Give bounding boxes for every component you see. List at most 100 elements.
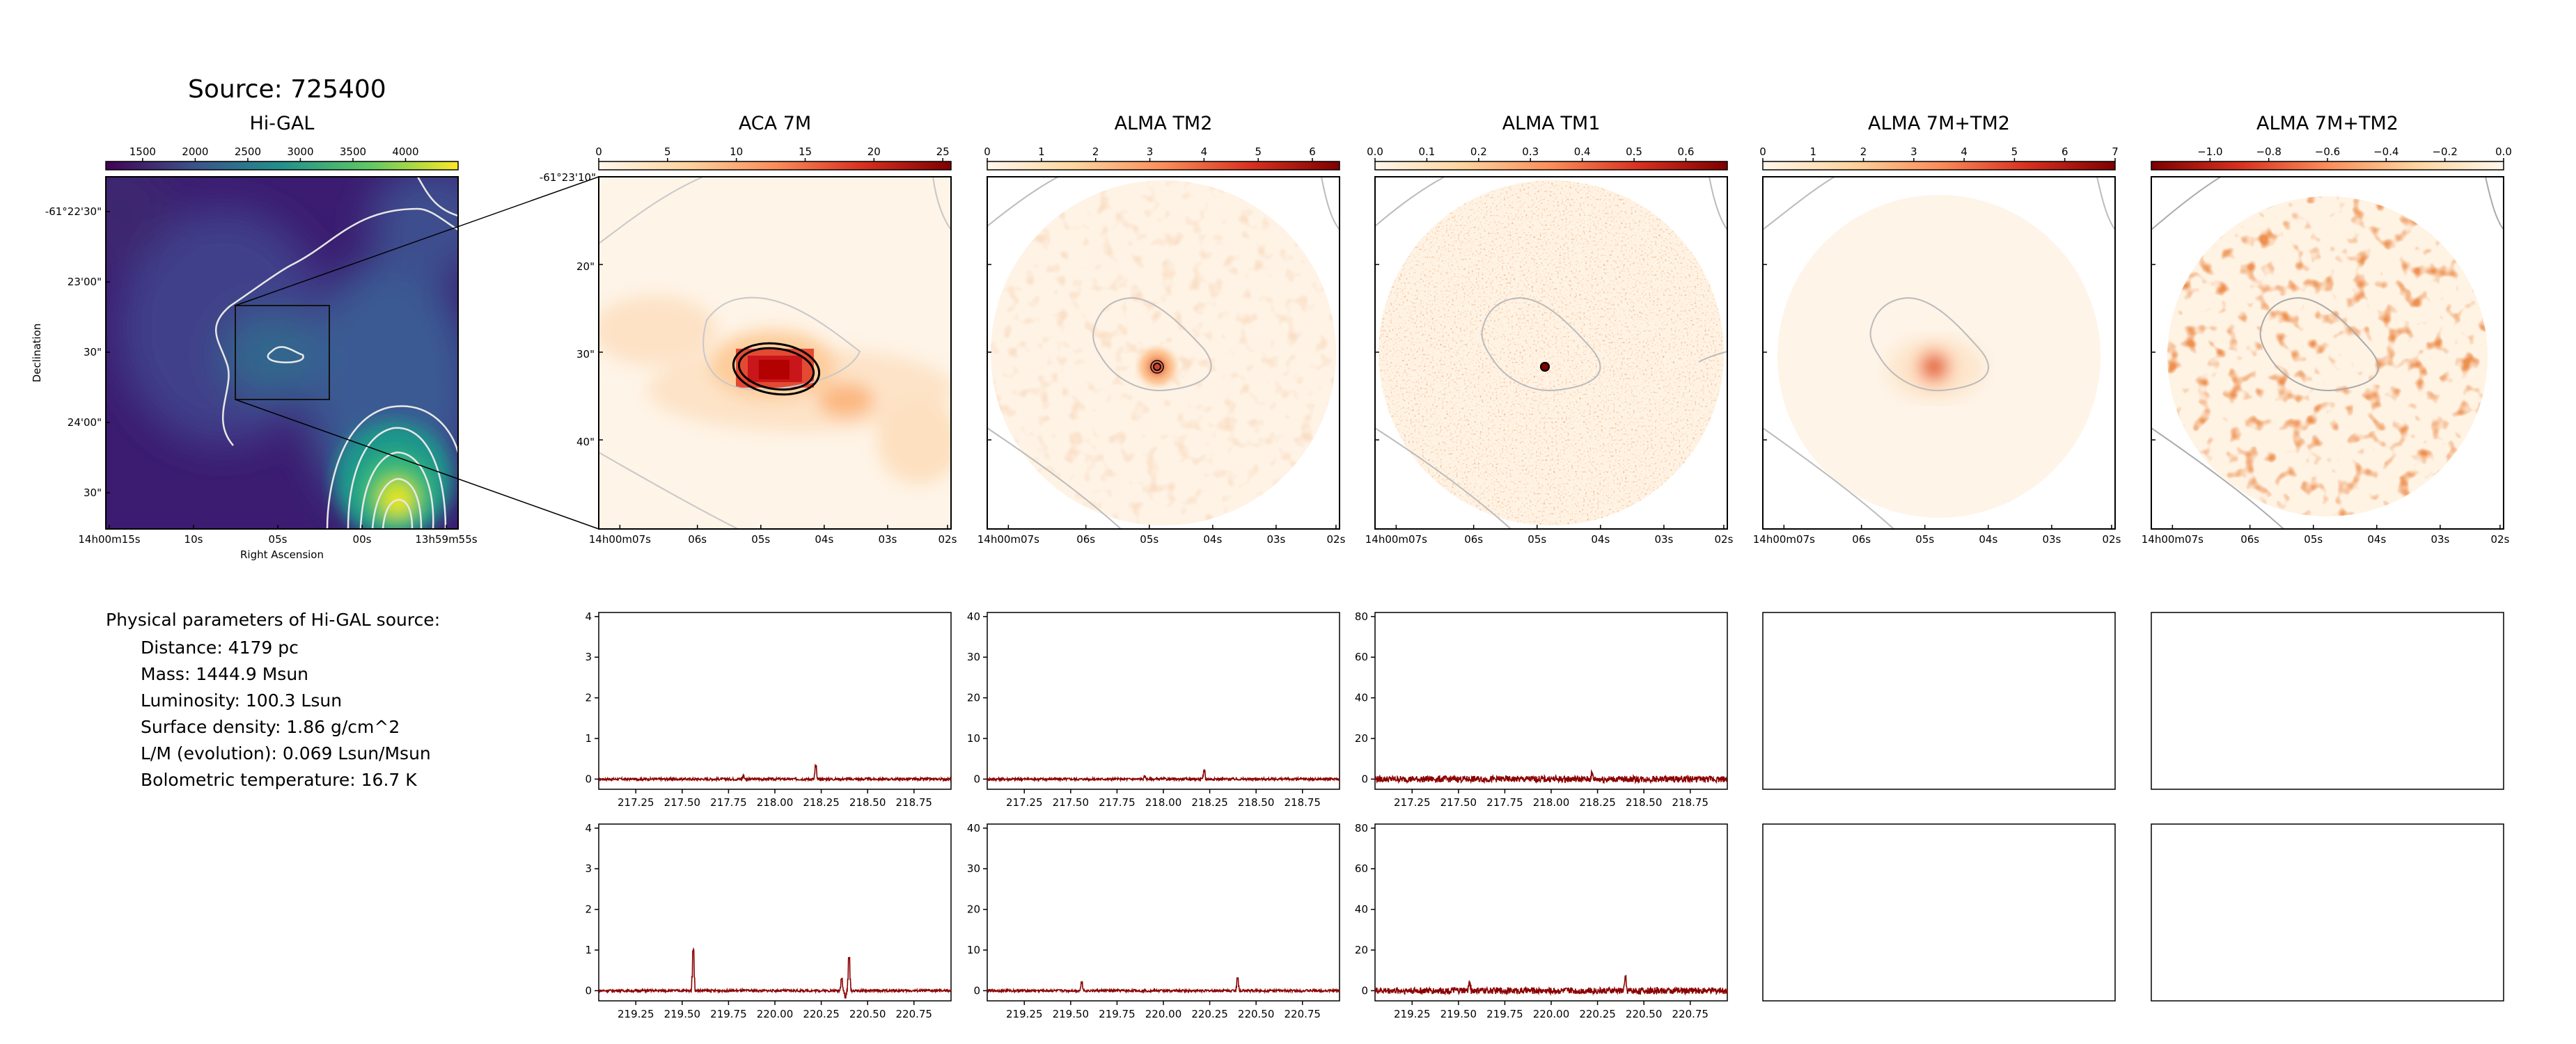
colorbar-tick-label: 2500 [235, 145, 261, 158]
colorbar-tick-label: −0.8 [2256, 145, 2281, 158]
colorbar-tick-label: −0.4 [2373, 145, 2398, 158]
aca7m-map [599, 177, 951, 529]
colorbar-gradient [1762, 161, 2116, 171]
spectrum-xtick-label: 217.75 [1486, 796, 1523, 809]
spectrum-panel: 0 20 40 60 80 219.25 219.50 219.75 220.00 220.25 2… [1355, 822, 1728, 1020]
zoom-xtick-label: 14h00m07s [589, 533, 651, 546]
spectrum-frame [987, 823, 1340, 1002]
colorbar-tick-label: 5 [664, 145, 671, 158]
colorbar-gradient [987, 161, 1340, 171]
spectrum-ytick-label: 20 [1355, 732, 1368, 745]
zoom-xtick-label: 04s [2367, 533, 2386, 546]
spectrum-xtick-label: 220.00 [1145, 1008, 1182, 1020]
spectrum-ytick-label: 1 [585, 944, 592, 956]
colorbar-tick-label: 2 [1092, 145, 1099, 158]
spectrum-xtick-label: 219.50 [664, 1008, 701, 1020]
higal-xtick: 05s [269, 533, 288, 546]
panel-title-7m-tm2-residual: ALMA 7M+TM2 [2256, 113, 2398, 134]
zoom-xtick-label: 02s [938, 533, 957, 546]
zoom-xtick-label: 06s [2240, 533, 2259, 546]
spectrum-ytick-label: 4 [585, 610, 592, 623]
zoom-xtick-label: 14h00m07s [2142, 533, 2204, 546]
zoom-xtick-label: 03s [878, 533, 897, 546]
zoom-panel-ticks [599, 176, 2501, 529]
colorbar-tick-label: 2000 [182, 145, 208, 158]
spectrum-xtick-label: 218.25 [803, 796, 840, 809]
physical-parameters: Physical parameters of Hi-GAL source: Di… [106, 607, 440, 793]
params-heading: Physical parameters of Hi-GAL source: [106, 610, 441, 630]
higal-xtick: 10s [184, 533, 203, 546]
spectrum-ytick-label: 0 [973, 984, 980, 997]
colorbar-tick-label: 6 [1309, 145, 1316, 158]
spectrum-xtick-label: 219.25 [1006, 1008, 1043, 1020]
spectrum-panel: 0 1 2 3 4 217.25 217.50 217.75 218.00 218.25 218.5… [585, 610, 952, 809]
spectrum-ytick-label: 80 [1355, 610, 1368, 623]
higal-ytick: 23'00" [68, 276, 102, 288]
higal-ytick: 24'00" [68, 416, 102, 429]
residual-frame [2151, 176, 2504, 530]
colorbar-tick-label: 0.3 [1522, 145, 1539, 158]
higal-ytick: -61°22'30" [45, 205, 102, 218]
empty-spectrum-frame [2151, 612, 2504, 790]
combined-map [1763, 177, 2115, 529]
spectrum-xtick-label: 218.00 [1533, 796, 1570, 809]
higal-xtick: 13h59m55s [415, 533, 477, 546]
aca7m-frame [598, 176, 952, 530]
spectrum-ytick-label: 20 [967, 692, 980, 704]
zoom-xtick-label: 06s [1852, 533, 1871, 546]
zoom-connector-bottom [235, 399, 599, 530]
spectrum-ytick-label: 0 [585, 773, 592, 785]
zoom-xtick-label: 02s [1326, 533, 1345, 546]
spectrum-frame [598, 612, 952, 790]
zoom-ytick: 40" [576, 436, 595, 448]
empty-spectrum-frame [1762, 823, 2116, 1002]
colorbar-gradient [105, 161, 459, 171]
colorbar-aca7m: 0 5 10 15 20 25 [595, 145, 952, 171]
colorbar-tick-label: 3 [1147, 145, 1154, 158]
zoom-xtick-label: 14h00m07s [1753, 533, 1815, 546]
param-mass: Mass: 1444.9 Msun [141, 664, 309, 684]
higal-xtick: 00s [353, 533, 372, 546]
colorbar-tick-label: 0.2 [1470, 145, 1487, 158]
colorbar-tick-label: 25 [936, 145, 950, 158]
higal-ytick: 30" [84, 346, 102, 358]
spectrum-ytick-label: 10 [967, 732, 980, 745]
zoom-xtick-label: 02s [2102, 533, 2121, 546]
spectrum-xtick-label: 218.75 [895, 796, 932, 809]
spectrum-xtick-label: 218.50 [1626, 796, 1663, 809]
colorbar-tick-label: 3 [1910, 145, 1917, 158]
spectrum-line [1374, 769, 1728, 784]
colorbar-tick-label: −1.0 [2197, 145, 2222, 158]
spectrum-ytick-label: 20 [967, 903, 980, 916]
spectrum-xtick-label: 217.75 [710, 796, 747, 809]
zoom-ytick: 20" [576, 260, 595, 273]
colorbar-tick-label: 4000 [392, 145, 418, 158]
zoom-xtick-label: 14h00m07s [977, 533, 1039, 546]
colorbar-tick-label: 3500 [340, 145, 366, 158]
colorbar-gradient [1374, 161, 1728, 171]
source-title: Source: 725400 [188, 75, 386, 104]
higal-frame [105, 176, 459, 530]
colorbar-tick-label: 6 [2061, 145, 2068, 158]
spectrum-panel: 0 10 20 30 40 217.25 217.50 217.75 218.00 218.25 2… [967, 610, 1340, 809]
colorbar-tick-label: 0.4 [1574, 145, 1591, 158]
colorbar-tick-label: 1500 [129, 145, 156, 158]
zoom-xtick-label: 03s [1266, 533, 1285, 546]
zoom-xtick-label: 04s [1979, 533, 1997, 546]
spectrum-ytick-label: 1 [585, 732, 592, 745]
spectrum-ytick-label: 10 [967, 944, 980, 956]
spectrum-line [598, 764, 952, 783]
zoom-xtick-label: 14h00m07s [1365, 533, 1427, 546]
spectrum-frame [987, 612, 1340, 790]
empty-spectrum-frame [2151, 823, 2504, 1002]
spectrum-xtick-label: 220.50 [849, 1008, 886, 1020]
colorbar-tick-label: 0 [595, 145, 602, 158]
spectrum-ytick-label: 3 [585, 651, 592, 663]
spectrum-line [987, 768, 1340, 783]
tm2-map [987, 177, 1340, 529]
spectrum-xtick-label: 220.75 [895, 1008, 932, 1020]
colorbar-tick-label: 2 [1860, 145, 1867, 158]
spectrum-ytick-label: 2 [585, 692, 592, 704]
colorbar-tick-label: 10 [730, 145, 743, 158]
colorbar-higal: 1500 2000 2500 3000 3500 4000 [105, 145, 459, 171]
